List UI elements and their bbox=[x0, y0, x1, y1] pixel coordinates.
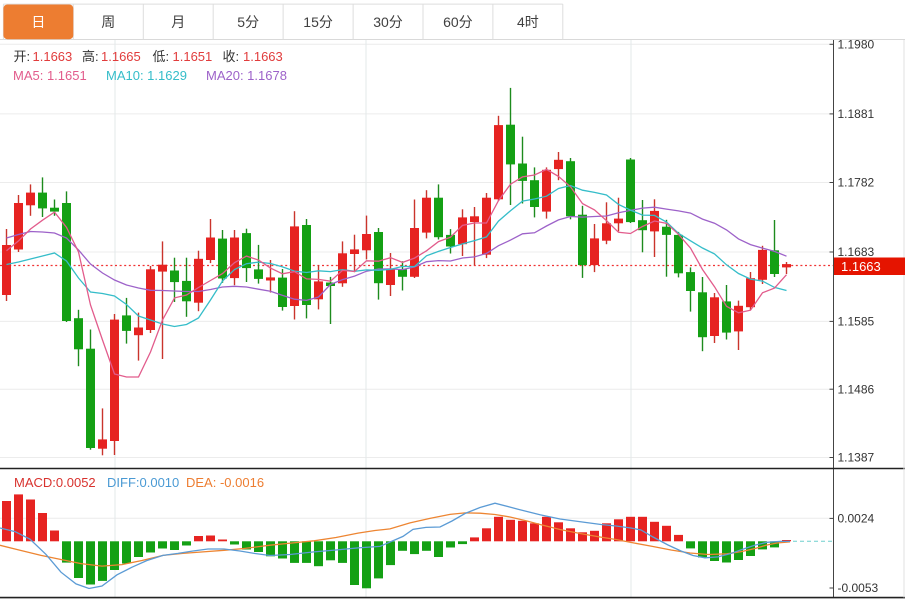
svg-text:1.1980: 1.1980 bbox=[838, 38, 875, 52]
svg-text:4时: 4时 bbox=[517, 14, 539, 30]
svg-text:周: 周 bbox=[101, 14, 115, 30]
svg-text:MA20: 1.1678: MA20: 1.1678 bbox=[206, 68, 287, 83]
svg-text:DIFF:0.0010: DIFF:0.0010 bbox=[107, 475, 179, 490]
svg-text:日: 日 bbox=[31, 14, 45, 30]
svg-text:5分: 5分 bbox=[237, 14, 259, 30]
svg-text:60分: 60分 bbox=[443, 14, 473, 30]
svg-text:低:: 低: bbox=[153, 49, 170, 64]
svg-text:1.1663: 1.1663 bbox=[841, 259, 881, 274]
svg-text:1.1651: 1.1651 bbox=[173, 49, 213, 64]
svg-text:月: 月 bbox=[171, 14, 185, 30]
svg-text:DEA: -0.0016: DEA: -0.0016 bbox=[186, 475, 264, 490]
svg-text:1.1387: 1.1387 bbox=[838, 451, 875, 465]
svg-text:1.1663: 1.1663 bbox=[33, 49, 73, 64]
svg-text:1.1782: 1.1782 bbox=[838, 176, 875, 190]
svg-text:1.1683: 1.1683 bbox=[838, 245, 875, 259]
svg-text:开:: 开: bbox=[14, 49, 31, 64]
svg-text:-0.0053: -0.0053 bbox=[838, 581, 879, 595]
svg-text:0.0024: 0.0024 bbox=[838, 512, 875, 526]
svg-text:1.1881: 1.1881 bbox=[838, 107, 875, 121]
svg-text:30分: 30分 bbox=[373, 14, 403, 30]
svg-text:MACD:0.0052: MACD:0.0052 bbox=[14, 475, 96, 490]
svg-text:15分: 15分 bbox=[303, 14, 333, 30]
svg-text:1.1663: 1.1663 bbox=[243, 49, 283, 64]
svg-text:MA5: 1.1651: MA5: 1.1651 bbox=[13, 68, 87, 83]
svg-text:1.1665: 1.1665 bbox=[101, 49, 141, 64]
svg-text:1.1585: 1.1585 bbox=[838, 315, 875, 329]
svg-text:MA10: 1.1629: MA10: 1.1629 bbox=[106, 68, 187, 83]
svg-text:收:: 收: bbox=[223, 49, 240, 64]
svg-text:高:: 高: bbox=[82, 49, 99, 64]
svg-text:1.1486: 1.1486 bbox=[838, 382, 875, 396]
